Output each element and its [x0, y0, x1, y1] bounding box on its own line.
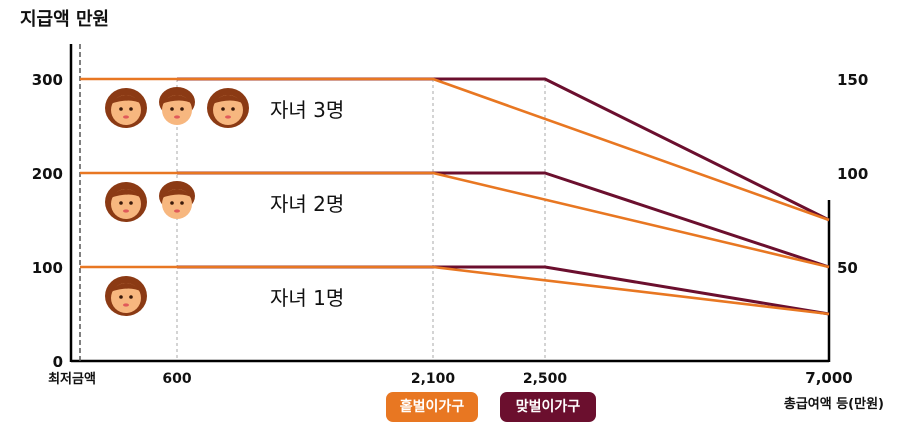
- y-tick-label-right: 50: [837, 259, 858, 277]
- series-lines: [80, 77, 830, 316]
- y-tick-label-right: 150: [837, 71, 868, 89]
- children-faces: [105, 87, 249, 316]
- x-tick-label: 7,000: [805, 369, 852, 387]
- single-income-line-1-children: [80, 265, 830, 316]
- x-tick-label: 600: [162, 371, 191, 387]
- child-face-icon: [159, 181, 195, 219]
- y-tick-label-left: 0: [53, 353, 63, 371]
- child-face-icon: [207, 88, 249, 128]
- legend-dual-income: 맞벌이가구: [500, 392, 596, 422]
- gridlines: [176, 79, 546, 361]
- child-face-icon: [159, 87, 195, 125]
- y-tick-label-left: 300: [32, 71, 63, 89]
- group-label-1-children: 자녀 1명: [270, 286, 344, 310]
- single-income-line-3-children: [80, 77, 830, 222]
- x-axis-label: 총급여액 등(만원): [784, 396, 884, 412]
- group-label-2-children: 자녀 2명: [270, 192, 344, 216]
- group-label-3-children: 자녀 3명: [270, 98, 344, 122]
- x-tick-label: 2,100: [411, 371, 456, 387]
- child-face-icon: [105, 276, 147, 316]
- child-face-icon: [105, 88, 147, 128]
- child-face-icon: [105, 182, 147, 222]
- y-tick-label-left: 200: [32, 165, 63, 183]
- axes: [69, 44, 831, 363]
- single-income-line-2-children: [80, 171, 830, 269]
- x-tick-label: 2,500: [523, 371, 568, 387]
- y-tick-label-right: 100: [837, 165, 868, 183]
- y-tick-label-left: 100: [32, 259, 63, 277]
- legend-single-income: 홑벌이가구: [386, 392, 478, 422]
- dual-income-line-2-children: [177, 171, 830, 269]
- chart-labels: 지급액 만원 총급여액 등(만원) 0 100 200 300 50 100 150 최저금액…: [20, 9, 884, 412]
- x-tick-label: 최저금액: [48, 372, 96, 387]
- chart-title: 지급액 만원: [20, 9, 109, 30]
